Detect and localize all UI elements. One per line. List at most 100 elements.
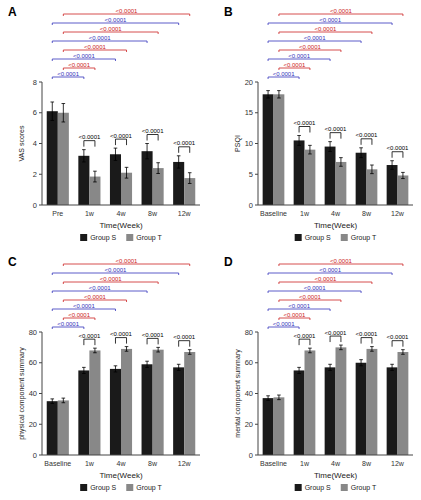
x-axis-label: Time(Week) xyxy=(314,221,357,230)
error-bar xyxy=(125,347,129,352)
bar xyxy=(305,350,316,455)
x-tick-label: 4w xyxy=(117,460,127,467)
error-bar xyxy=(145,144,149,159)
bar xyxy=(58,113,69,205)
significance-bracket xyxy=(115,338,126,344)
panel-label: D xyxy=(224,255,233,269)
significance-bracket xyxy=(392,341,403,347)
significance-label: <0.0001 xyxy=(78,134,101,140)
figure: 02468Pre1w4w8w12wTime(Week)VAS scoresAGr… xyxy=(0,0,421,500)
bar xyxy=(336,162,347,205)
y-tick xyxy=(255,332,258,333)
error-bar xyxy=(297,136,301,146)
bar xyxy=(142,364,153,455)
x-tick-label: 1w xyxy=(300,210,310,217)
x-axis-line xyxy=(42,205,200,206)
bar xyxy=(47,401,58,455)
x-axis-label: Time(Week) xyxy=(99,221,142,230)
significance-bracket xyxy=(279,282,372,284)
x-tick-label: 1w xyxy=(300,460,310,467)
y-tick xyxy=(255,205,258,206)
y-tick-label: 80 xyxy=(29,328,37,337)
plot-marks xyxy=(263,91,409,205)
bar xyxy=(47,111,58,205)
legend: Group SGroup T xyxy=(80,484,162,492)
legend-swatch xyxy=(80,484,87,491)
bar xyxy=(356,153,367,205)
x-tick-label: 12w xyxy=(178,210,192,217)
x-tick-label: 12w xyxy=(391,210,405,217)
x-tick-label: 4w xyxy=(117,210,127,217)
y-tick xyxy=(39,393,42,394)
y-tick-label: 10 xyxy=(245,139,253,148)
significance-bracket xyxy=(268,77,299,79)
significance-label: <0.0001 xyxy=(78,333,101,339)
error-bar xyxy=(125,167,129,178)
legend-label: Group T xyxy=(351,234,377,242)
legend-label: Group S xyxy=(305,234,331,242)
significance-bracket xyxy=(279,264,403,266)
x-tick-label: 8w xyxy=(148,460,158,467)
significance-label: <0.0001 xyxy=(110,331,133,337)
error-bar xyxy=(370,165,374,174)
significance-label: <0.0001 xyxy=(142,332,165,338)
significance-bracket xyxy=(63,68,95,70)
y-axis-label: VAS scores xyxy=(18,125,25,162)
significance-bracket xyxy=(299,339,310,345)
bar xyxy=(110,369,121,455)
significance-bracket xyxy=(268,309,330,311)
error-bar xyxy=(177,364,181,370)
error-bar xyxy=(339,158,343,167)
significance-label: <0.0001 xyxy=(100,26,123,32)
error-bar xyxy=(145,361,149,367)
y-tick-label: 20 xyxy=(245,420,253,429)
error-bar xyxy=(50,102,54,120)
error-bar xyxy=(359,360,363,366)
significance-label: <0.0001 xyxy=(356,331,379,337)
bar xyxy=(153,350,164,455)
significance-label: <0.0001 xyxy=(105,267,128,273)
y-tick xyxy=(255,143,258,144)
significance-label: <0.0001 xyxy=(325,330,348,336)
bar xyxy=(325,367,336,455)
significance-bracket xyxy=(52,327,84,329)
legend-swatch xyxy=(341,484,348,491)
x-tick-label: 1w xyxy=(85,460,95,467)
significance-label: <0.0001 xyxy=(142,128,165,134)
significance-bracket xyxy=(330,336,341,342)
significance-label: <0.0001 xyxy=(294,333,317,339)
bar xyxy=(274,397,285,455)
y-tick xyxy=(39,362,42,363)
significance-label: <0.0001 xyxy=(100,276,123,282)
significance-label: <0.0001 xyxy=(283,62,306,68)
background xyxy=(0,0,421,500)
significance-bracket xyxy=(279,300,341,302)
bar xyxy=(110,154,121,205)
y-tick-label: 8 xyxy=(33,78,37,87)
significance-bracket xyxy=(268,327,299,329)
bar xyxy=(398,352,409,455)
significance-bracket xyxy=(268,291,361,293)
significance-label: <0.0001 xyxy=(387,145,410,151)
bar xyxy=(263,398,274,455)
bar xyxy=(78,370,89,455)
bar xyxy=(184,352,195,455)
significance-label: <0.0001 xyxy=(73,303,96,309)
y-tick-label: 0 xyxy=(33,201,37,210)
panel-label: A xyxy=(8,5,17,19)
bar xyxy=(367,349,378,455)
x-tick-label: 12w xyxy=(391,460,405,467)
x-axis-label: Time(Week) xyxy=(99,471,142,480)
bar xyxy=(263,94,274,205)
significance-label: <0.0001 xyxy=(57,321,80,327)
significance-bracket xyxy=(63,264,189,266)
significance-label: <0.0001 xyxy=(314,276,337,282)
significance-label: <0.0001 xyxy=(84,44,107,50)
legend-label: Group T xyxy=(136,484,162,492)
panel-label: C xyxy=(8,255,17,269)
y-tick-label: 80 xyxy=(245,328,253,337)
significance-bracket xyxy=(63,318,95,320)
error-bar xyxy=(50,399,54,404)
error-bar xyxy=(82,367,86,373)
x-tick-label: Baseline xyxy=(260,460,287,467)
